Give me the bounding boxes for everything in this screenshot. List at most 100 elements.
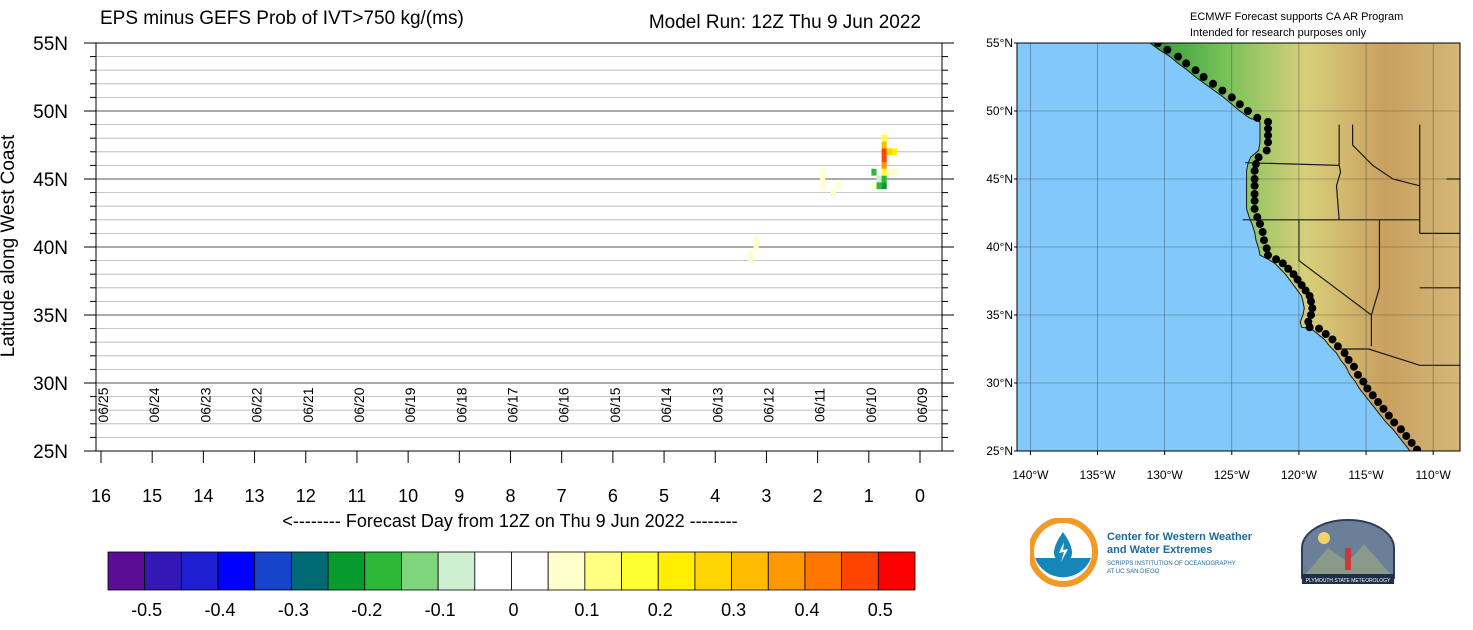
- coastal-point: [1272, 255, 1281, 264]
- colorbar-swatch: [804, 551, 843, 591]
- latitude-tick-labels: 55°N 50°N 45°N 40°N 35°N 30°N 25°N: [986, 36, 1017, 458]
- colorbar-tick-label: -0.3: [278, 600, 309, 620]
- colorbar-tick-label: 0.3: [721, 600, 746, 620]
- coastal-point: [1243, 107, 1252, 115]
- colorbar-swatch: [584, 551, 622, 591]
- map-title: ECMWF Forecast supports CA AR Program: [1190, 11, 1403, 23]
- x-tick-label: 0: [915, 486, 925, 506]
- heatmap-cell: [881, 162, 887, 169]
- date-label: 06/12: [760, 387, 776, 422]
- coastal-point: [1250, 166, 1259, 175]
- x-tick-label: 6: [608, 486, 618, 506]
- coastal-point: [1163, 45, 1172, 54]
- date-label: 06/23: [197, 387, 213, 422]
- y-tick-label: 55N: [33, 34, 68, 55]
- date-label: 06/09: [914, 387, 930, 422]
- colorbar-tick-label: -0.4: [205, 600, 236, 620]
- colorbar-swatch: [217, 551, 256, 591]
- coastal-point: [1258, 228, 1267, 237]
- colorbar: [107, 551, 916, 591]
- x-tick-label: 5: [659, 486, 669, 506]
- colorbar-tick-label: -0.2: [351, 600, 382, 620]
- colorbar-swatch: [877, 551, 916, 591]
- heatmap-cells: [748, 134, 897, 264]
- heatmap-cell: [881, 182, 887, 190]
- coastal-point: [1262, 146, 1271, 155]
- coastal-point: [1315, 324, 1324, 333]
- map-lat-label: 45°N: [986, 172, 1013, 186]
- coastal-point: [1191, 66, 1200, 75]
- x-tick-label: 1: [864, 486, 874, 506]
- date-label: 06/10: [863, 387, 879, 422]
- heatmap-cell: [748, 250, 754, 258]
- map-lat-label: 55°N: [986, 36, 1013, 50]
- coastal-point: [1278, 259, 1287, 268]
- grid-lines: [84, 42, 954, 463]
- y-tick-labels: 55N 50N 45N 40N 35N 30N 25N: [33, 34, 68, 463]
- coastal-point: [1413, 445, 1422, 451]
- colorbar-swatch: [107, 551, 146, 591]
- coastal-point: [1235, 100, 1244, 109]
- heatmap-cell: [820, 168, 826, 176]
- coastal-point: [1308, 304, 1317, 313]
- colorbar-tick-label: 0.2: [648, 600, 673, 620]
- x-tick-label: 9: [454, 486, 464, 506]
- heatmap-cell: [881, 148, 887, 156]
- model-run-label: Model Run: 12Z Thu 9 Jun 2022: [649, 12, 921, 33]
- chart-title: EPS minus GEFS Prob of IVT>750 kg/(ms): [100, 8, 464, 29]
- coastal-point: [1250, 204, 1259, 213]
- coastal-point: [1328, 335, 1337, 344]
- date-label: 06/19: [402, 387, 418, 422]
- coastal-point: [1250, 189, 1259, 198]
- coastal-point: [1396, 425, 1405, 434]
- date-label: 06/22: [249, 387, 265, 422]
- y-tick-label: 40N: [33, 238, 68, 259]
- coastal-point: [1250, 196, 1259, 205]
- heatmap-cell: [753, 243, 759, 251]
- colorbar-swatch: [474, 551, 512, 591]
- heatmap-cell: [886, 148, 892, 156]
- colorbar-tick-label: -0.5: [131, 600, 162, 620]
- colorbar-swatch: [437, 551, 476, 591]
- map-lon-label: 130°W: [1147, 468, 1184, 482]
- colorbar-swatch: [364, 551, 402, 591]
- heatmap-cell: [881, 175, 887, 183]
- colorbar-swatch: [621, 551, 659, 591]
- heatmap-cell: [891, 148, 897, 156]
- colorbar-swatch: [767, 551, 806, 591]
- map-lat-label: 30°N: [986, 376, 1013, 390]
- x-axis-label: <-------- Forecast Day from 12Z on Thu 9…: [282, 511, 737, 531]
- colorbar-tick-label: 0.4: [794, 600, 819, 620]
- heatmap-cell: [886, 168, 892, 176]
- coastal-point: [1262, 244, 1271, 253]
- coastal-point: [1359, 377, 1368, 386]
- heatmap-cell: [876, 175, 882, 183]
- coastal-point: [1174, 52, 1183, 61]
- svg-text:Center for Western Weather: Center for Western Weather: [1107, 531, 1253, 543]
- coastal-point: [1305, 323, 1314, 332]
- longitude-tick-labels: 140°W 135°W 130°W 125°W 120°W 115°W 110°W: [1012, 451, 1451, 482]
- x-tick-label: 8: [505, 486, 515, 506]
- map-lat-label: 40°N: [986, 240, 1013, 254]
- x-tick-label: 13: [245, 486, 265, 506]
- x-tick-label: 16: [91, 486, 111, 506]
- heatmap-cell: [835, 182, 841, 190]
- date-label: 06/24: [146, 387, 162, 422]
- map-lon-label: 115°W: [1348, 468, 1384, 482]
- coastal-point: [1379, 404, 1388, 413]
- coastal-point: [1306, 311, 1315, 319]
- colorbar-swatch: [144, 551, 182, 591]
- x-tick-label: 10: [398, 486, 418, 506]
- date-label: 06/11: [812, 388, 828, 422]
- date-label: 06/18: [453, 387, 469, 422]
- x-tick-label: 14: [193, 486, 213, 506]
- coastal-point: [1368, 391, 1377, 400]
- coastal-point: [1250, 175, 1259, 183]
- map-lat-label: 50°N: [986, 104, 1013, 118]
- date-label: 06/20: [351, 387, 367, 422]
- coastal-point: [1264, 117, 1273, 126]
- coastal-point: [1182, 59, 1191, 68]
- coastal-point: [1349, 362, 1358, 371]
- colorbar-swatch: [327, 551, 366, 591]
- colorbar-tick-label: -0.1: [425, 600, 456, 620]
